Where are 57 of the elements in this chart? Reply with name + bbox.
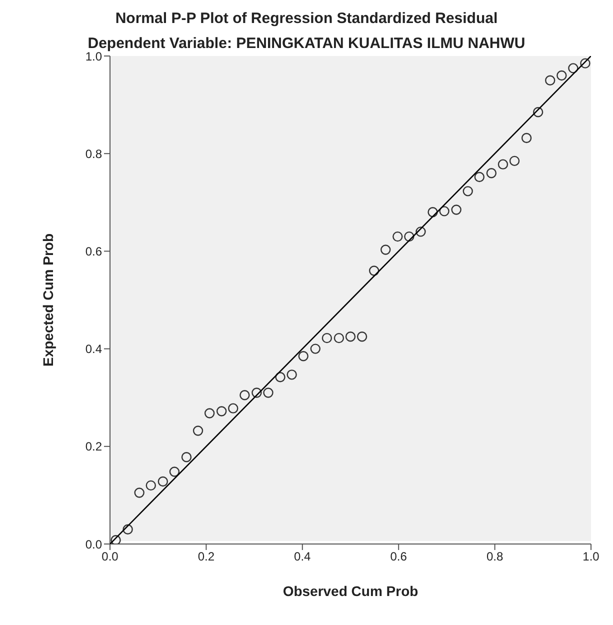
x-tick-label: 0.6 — [390, 550, 408, 564]
point — [462, 186, 473, 196]
point — [122, 524, 133, 534]
y-tick-label: 0.2 — [85, 440, 102, 454]
point — [146, 480, 156, 491]
point — [252, 388, 262, 398]
x-tick-label: 0.4 — [294, 550, 312, 564]
point — [110, 534, 121, 544]
point — [556, 70, 567, 81]
point — [368, 266, 380, 276]
point — [486, 168, 497, 178]
y-tick-label: 1.0 — [85, 49, 102, 64]
y-axis-title: Expected Cum Prob — [40, 233, 56, 367]
point — [356, 332, 368, 342]
x-tick-label: 0.8 — [486, 550, 504, 564]
point — [345, 332, 356, 342]
point — [298, 351, 308, 362]
point — [169, 466, 180, 477]
point — [181, 452, 192, 462]
y-tick-label: 0.0 — [85, 537, 102, 552]
point — [275, 372, 286, 382]
point — [240, 390, 250, 400]
point — [580, 58, 590, 68]
point — [134, 488, 144, 498]
point — [545, 75, 556, 86]
point — [404, 231, 414, 242]
y-tick-label: 0.8 — [85, 146, 102, 161]
point — [498, 159, 508, 170]
x-axis-title: Observed Cum Prob — [282, 583, 418, 599]
chart-title: Normal P-P Plot of Regression Standardized Residual — [114, 10, 499, 27]
point — [439, 206, 450, 216]
point — [286, 370, 297, 380]
point — [428, 207, 438, 218]
point — [392, 231, 403, 242]
point — [509, 156, 520, 166]
x-tick-label: 1.0 — [582, 550, 600, 564]
point — [192, 426, 204, 436]
point — [158, 476, 168, 487]
point — [263, 388, 274, 398]
point — [380, 244, 391, 255]
point — [532, 107, 544, 118]
point — [416, 226, 426, 237]
point — [310, 344, 320, 354]
point — [521, 132, 532, 144]
y-tick-label: 0.4 — [85, 342, 102, 356]
chart-subtitle: Dependent Variable: PENINGKATAN KUALITAS ILMU NAHWU — [86, 35, 526, 52]
point — [228, 403, 238, 414]
point — [568, 63, 578, 74]
x-tick-label: 0.0 — [102, 550, 119, 564]
x-tick-label: 0.2 — [198, 550, 215, 564]
point — [204, 408, 215, 418]
point — [334, 332, 344, 344]
y-tick-label: 0.6 — [85, 244, 102, 258]
point — [216, 406, 227, 416]
point — [474, 172, 485, 182]
point — [322, 332, 332, 344]
point — [451, 204, 462, 215]
